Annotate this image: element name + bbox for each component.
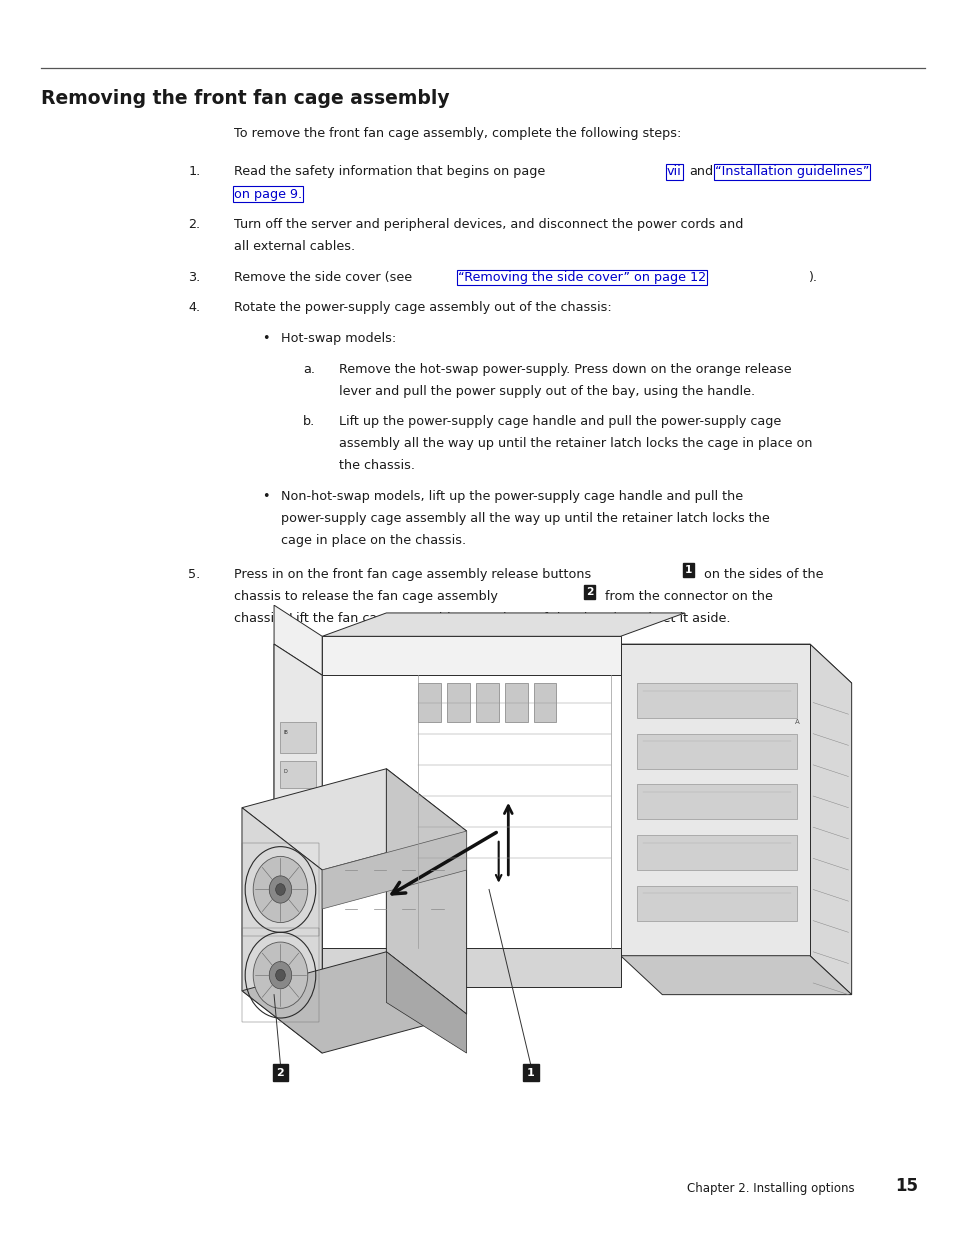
Polygon shape — [322, 948, 620, 987]
Polygon shape — [386, 952, 466, 1053]
Circle shape — [275, 884, 285, 895]
Text: Turn off the server and peripheral devices, and disconnect the power cords and: Turn off the server and peripheral devic… — [233, 219, 742, 231]
Circle shape — [253, 856, 308, 923]
Polygon shape — [447, 683, 469, 722]
Text: all external cables.: all external cables. — [233, 240, 355, 253]
Circle shape — [269, 876, 292, 903]
Text: from the connector on the: from the connector on the — [604, 590, 772, 604]
Polygon shape — [636, 835, 797, 869]
Polygon shape — [274, 605, 322, 676]
Polygon shape — [274, 645, 322, 948]
Polygon shape — [418, 683, 440, 722]
Text: chassis. Lift the fan cage assembly up and out of the chassis and set it aside.: chassis. Lift the fan cage assembly up a… — [233, 613, 729, 625]
Text: Remove the side cover (see: Remove the side cover (see — [233, 270, 412, 284]
Text: vii: vii — [666, 165, 680, 179]
Polygon shape — [504, 683, 527, 722]
Text: lever and pull the power supply out of the bay, using the handle.: lever and pull the power supply out of t… — [338, 384, 754, 398]
Polygon shape — [242, 808, 322, 1053]
Polygon shape — [636, 885, 797, 920]
FancyArrowPatch shape — [496, 841, 501, 881]
Polygon shape — [620, 645, 851, 683]
Text: “Installation guidelines”: “Installation guidelines” — [714, 165, 868, 179]
Text: 1: 1 — [526, 1067, 534, 1078]
Text: b.: b. — [302, 415, 314, 429]
Polygon shape — [809, 645, 851, 994]
Text: 2: 2 — [585, 587, 593, 597]
Text: D: D — [283, 768, 287, 773]
Text: •: • — [262, 332, 270, 345]
Text: on the sides of the: on the sides of the — [703, 568, 822, 582]
Text: IB: IB — [283, 730, 288, 735]
Polygon shape — [322, 831, 466, 909]
Text: “Removing the side cover” on page 12: “Removing the side cover” on page 12 — [457, 270, 705, 284]
FancyArrowPatch shape — [504, 805, 512, 876]
Text: •: • — [262, 490, 270, 503]
Text: cage in place on the chassis.: cage in place on the chassis. — [281, 534, 466, 547]
Polygon shape — [274, 645, 322, 948]
Text: 1.: 1. — [188, 165, 200, 179]
Text: Press in on the front fan cage assembly release buttons: Press in on the front fan cage assembly … — [233, 568, 590, 582]
Text: and: and — [688, 165, 712, 179]
Text: Hot-swap models:: Hot-swap models: — [281, 332, 396, 345]
Polygon shape — [322, 636, 620, 676]
Text: on page 9.: on page 9. — [233, 188, 301, 200]
Polygon shape — [620, 956, 851, 994]
Text: ).: ). — [807, 270, 816, 284]
Text: 2: 2 — [276, 1067, 284, 1078]
Circle shape — [253, 942, 308, 1008]
Polygon shape — [280, 722, 315, 753]
Text: Rotate the power-supply cage assembly out of the chassis:: Rotate the power-supply cage assembly ou… — [233, 301, 611, 315]
Circle shape — [269, 962, 292, 989]
Text: Removing the front fan cage assembly: Removing the front fan cage assembly — [41, 89, 449, 107]
Polygon shape — [620, 645, 809, 956]
Text: 4.: 4. — [188, 301, 200, 315]
Text: 1: 1 — [684, 564, 692, 574]
Polygon shape — [322, 613, 684, 636]
Text: 15: 15 — [894, 1177, 917, 1195]
Polygon shape — [242, 952, 466, 1053]
Polygon shape — [280, 761, 315, 788]
Polygon shape — [534, 683, 556, 722]
Polygon shape — [636, 784, 797, 819]
Bar — [242, 842, 318, 936]
Text: chassis to release the fan cage assembly: chassis to release the fan cage assembly — [233, 590, 497, 604]
Text: Remove the hot-swap power-supply. Press down on the orange release: Remove the hot-swap power-supply. Press … — [338, 363, 790, 375]
Polygon shape — [636, 734, 797, 768]
Polygon shape — [386, 768, 466, 1014]
Text: Lift up the power-supply cage handle and pull the power-supply cage: Lift up the power-supply cage handle and… — [338, 415, 781, 429]
Text: assembly all the way up until the retainer latch locks the cage in place on: assembly all the way up until the retain… — [338, 437, 811, 451]
FancyArrowPatch shape — [392, 832, 496, 894]
Polygon shape — [636, 683, 797, 718]
Circle shape — [275, 969, 285, 981]
Text: the chassis.: the chassis. — [338, 459, 415, 472]
Bar — [242, 929, 318, 1021]
Text: 3.: 3. — [188, 270, 200, 284]
Text: Chapter 2. Installing options: Chapter 2. Installing options — [686, 1182, 854, 1195]
Polygon shape — [476, 683, 498, 722]
Text: power-supply cage assembly all the way up until the retainer latch locks the: power-supply cage assembly all the way u… — [281, 513, 769, 525]
Text: A: A — [794, 719, 799, 725]
Text: To remove the front fan cage assembly, complete the following steps:: To remove the front fan cage assembly, c… — [233, 127, 680, 141]
Text: Read the safety information that begins on page: Read the safety information that begins … — [233, 165, 544, 179]
Text: a.: a. — [302, 363, 314, 375]
Text: 5.: 5. — [188, 568, 200, 582]
Text: Non-hot-swap models, lift up the power-supply cage handle and pull the: Non-hot-swap models, lift up the power-s… — [281, 490, 742, 503]
Polygon shape — [242, 768, 466, 869]
Text: 2.: 2. — [188, 219, 200, 231]
